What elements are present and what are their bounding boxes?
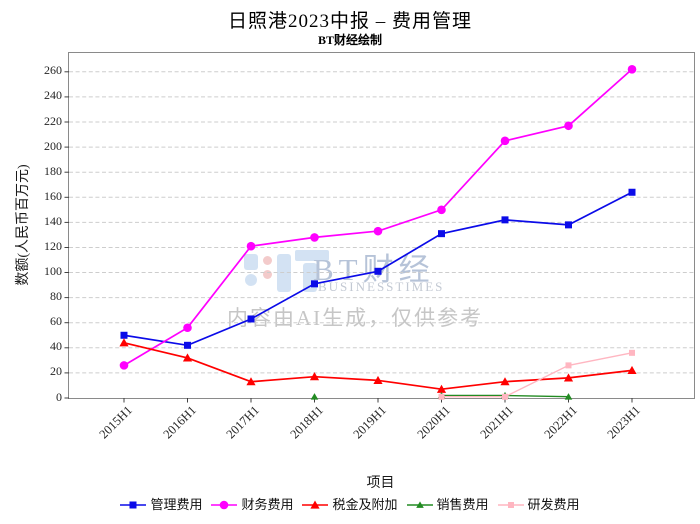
- watermark: BT财经 BUSINESSTIMES 内容由AI生成，仅供参考: [69, 53, 694, 398]
- y-tick-label: 20: [50, 364, 62, 379]
- y-tick-label: 200: [44, 138, 62, 153]
- watermark-brand: BT财经: [313, 252, 435, 287]
- x-tick-label: 2015H1: [96, 403, 135, 442]
- y-tick-label: 80: [50, 289, 62, 304]
- x-tick-label: 2021H1: [477, 403, 516, 442]
- legend-marker-icon: [406, 500, 433, 508]
- plot-area: BT财经 BUSINESSTIMES 内容由AI生成，仅供参考: [64, 52, 695, 403]
- x-tick-label: 2020H1: [414, 403, 453, 442]
- y-tick-label: 180: [44, 163, 62, 178]
- y-tick-label: 160: [44, 188, 62, 203]
- chart-title: 日照港2023中报 – 费用管理: [227, 11, 472, 32]
- legend-item: 税金及附加: [302, 497, 398, 512]
- legend: 管理费用 财务费用 税金及附加 销售费用 研发费用: [0, 497, 700, 512]
- y-tick-label: 140: [44, 213, 62, 228]
- x-tick-label: 2019H1: [350, 403, 389, 442]
- x-tick-label: 2017H1: [223, 403, 262, 442]
- x-tick-label: 2023H1: [604, 403, 643, 442]
- legend-label: 财务费用: [241, 497, 294, 512]
- y-tick-label: 40: [50, 339, 62, 354]
- legend-marker-icon: [302, 500, 329, 509]
- y-tick-label: 120: [44, 239, 62, 253]
- y-tick-label: 100: [44, 264, 62, 278]
- legend-item: 财务费用: [211, 497, 293, 512]
- y-tick-label: 220: [44, 113, 62, 128]
- legend-item: 销售费用: [406, 497, 489, 512]
- legend-item: 研发费用: [497, 497, 580, 512]
- legend-label: 管理费用: [150, 497, 203, 512]
- legend-label: 研发费用: [527, 497, 580, 512]
- chart-canvas: [64, 65, 694, 403]
- legend-marker-icon: [120, 501, 147, 508]
- legend-label: 税金及附加: [332, 497, 398, 512]
- legend-marker-icon: [211, 500, 238, 509]
- x-tick-label: 2022H1: [541, 403, 580, 442]
- watermark-ai-note: 内容由AI生成，仅供参考: [227, 306, 484, 330]
- legend-marker-icon: [497, 501, 524, 508]
- chart-subtitle: BT财经绘制: [317, 33, 382, 47]
- legend-item: 管理费用: [120, 497, 202, 512]
- y-tick-label: 60: [50, 314, 62, 329]
- legend-label: 销售费用: [436, 497, 489, 512]
- watermark-brand-sub: BUSINESSTIMES: [318, 279, 445, 294]
- x-axis-label: 项目: [366, 476, 395, 491]
- x-tick-label: 2018H1: [287, 403, 326, 442]
- y-tick-label: 0: [56, 389, 62, 404]
- x-tick-label: 2016H1: [160, 403, 199, 442]
- y-tick-label: 240: [44, 88, 62, 103]
- y-tick-label: 260: [44, 63, 62, 78]
